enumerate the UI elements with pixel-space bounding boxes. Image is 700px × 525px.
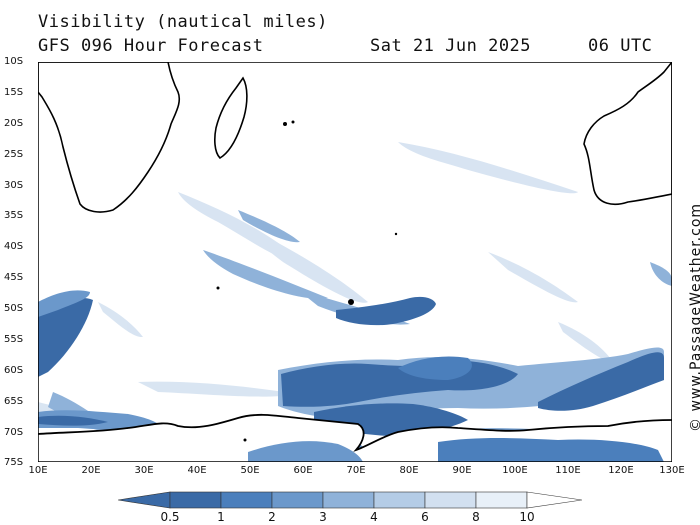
legend-colorbar xyxy=(118,491,582,509)
legend-swatch-5 xyxy=(373,491,426,509)
dense-fog-west xyxy=(38,290,93,377)
map-variable-title: Visibility (nautical miles) xyxy=(38,12,328,32)
lat-label-55s: 55S xyxy=(4,334,24,345)
forecast-date: Sat 21 Jun 2025 xyxy=(370,36,532,56)
dense-fog-central xyxy=(336,296,436,326)
ice-shelf-fog-east xyxy=(438,438,664,462)
forecast-model-title: GFS 096 Hour Forecast xyxy=(38,36,264,56)
australia-landmass xyxy=(583,62,672,206)
lat-label-25s: 25S xyxy=(4,149,24,160)
lat-label-65s: 65S xyxy=(4,396,24,407)
lat-label-30s: 30S xyxy=(4,180,24,191)
legend-tick-6: 6 xyxy=(421,510,429,524)
madagascar-landmass xyxy=(214,76,248,160)
lat-label-35s: 35S xyxy=(4,210,24,221)
lon-label-120e: 120E xyxy=(608,465,634,476)
visibility-map xyxy=(38,62,672,462)
lon-label-70e: 70E xyxy=(346,465,366,476)
lon-label-30e: 30E xyxy=(134,465,154,476)
lon-label-100e: 100E xyxy=(502,465,528,476)
small-islands xyxy=(216,120,398,442)
legend-swatch-3 xyxy=(271,491,324,509)
forecast-time: 06 UTC xyxy=(588,36,653,56)
lat-label-60s: 60S xyxy=(4,365,24,376)
lat-label-40s: 40S xyxy=(4,241,24,252)
lon-label-60e: 60E xyxy=(293,465,313,476)
legend-tick-4: 4 xyxy=(370,510,378,524)
legend-swatch-1 xyxy=(169,491,222,509)
legend-tick-2: 2 xyxy=(268,510,276,524)
lon-label-80e: 80E xyxy=(399,465,419,476)
antarctic-coastline xyxy=(38,413,672,452)
lat-label-70s: 70S xyxy=(4,427,24,438)
lat-label-45s: 45S xyxy=(4,272,24,283)
lon-label-130e: 130E xyxy=(659,465,685,476)
lon-label-110e: 110E xyxy=(555,465,581,476)
legend-tick-3: 3 xyxy=(319,510,327,524)
lat-label-10s: 10S xyxy=(4,56,24,67)
lat-label-15s: 15S xyxy=(4,87,24,98)
legend-swatch-4 xyxy=(322,491,375,509)
africa-landmass xyxy=(38,62,181,213)
legend-tick-10: 10 xyxy=(519,510,535,524)
lat-label-50s: 50S xyxy=(4,303,24,314)
lon-label-20e: 20E xyxy=(81,465,101,476)
lon-label-10e: 10E xyxy=(28,465,48,476)
legend-swatch-under xyxy=(118,491,171,509)
lon-label-90e: 90E xyxy=(452,465,472,476)
legend-tick-8: 8 xyxy=(472,510,480,524)
credit-watermark: © www.PassageWeather.com xyxy=(688,202,700,432)
lon-label-40e: 40E xyxy=(187,465,207,476)
legend-tick-1: 1 xyxy=(217,510,225,524)
lat-label-20s: 20S xyxy=(4,118,24,129)
legend-tick-0-5: 0.5 xyxy=(160,510,180,524)
legend-swatch-over xyxy=(526,491,582,509)
lat-label-75s: 75S xyxy=(4,457,24,468)
legend-swatch-6 xyxy=(424,491,477,509)
ice-shelf-fog-west xyxy=(248,441,363,462)
legend-swatch-7 xyxy=(475,491,528,509)
lon-label-50e: 50E xyxy=(240,465,260,476)
legend-swatch-2 xyxy=(220,491,273,509)
